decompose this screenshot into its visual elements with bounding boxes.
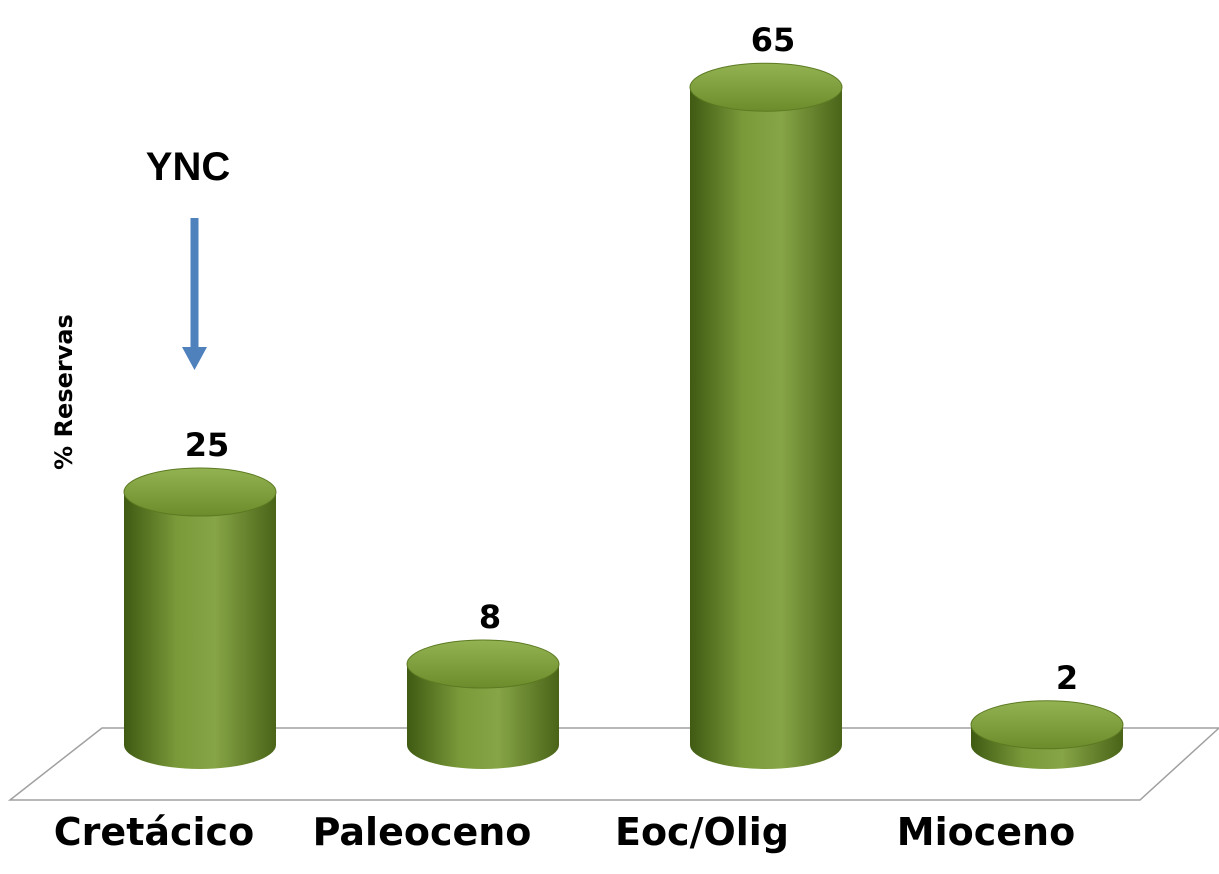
bar-top [970,700,1124,750]
x-tick-label: Paleoceno [313,810,532,854]
annotation-label: YNC [146,145,230,189]
bar-body [124,492,276,769]
bar-top [689,62,843,112]
bar-body [690,87,842,769]
data-label: 25 [185,426,230,464]
bar-top [123,467,277,517]
bars-group [123,62,1124,769]
annotation-arrow-icon [182,218,207,370]
x-tick-label: Mioceno [897,810,1075,854]
data-label: 2 [1056,659,1078,697]
bar-4 [970,700,1124,769]
bar-3 [689,62,843,769]
data-label: 65 [751,21,796,59]
bar-body [407,664,559,769]
x-tick-label: Cretácico [54,810,254,854]
x-tick-label: Eoc/Olig [615,810,789,854]
bar-top [406,639,560,689]
category-labels-group: Cretácico Paleoceno Eoc/Olig Mioceno [54,810,1075,854]
value-labels-group: 25 8 65 2 [185,21,1078,697]
bar-2 [406,639,560,769]
bar-1 [123,467,277,769]
chart-floor [7,727,1219,801]
y-axis-label: % Reservas [50,314,78,470]
data-label: 8 [479,598,501,636]
